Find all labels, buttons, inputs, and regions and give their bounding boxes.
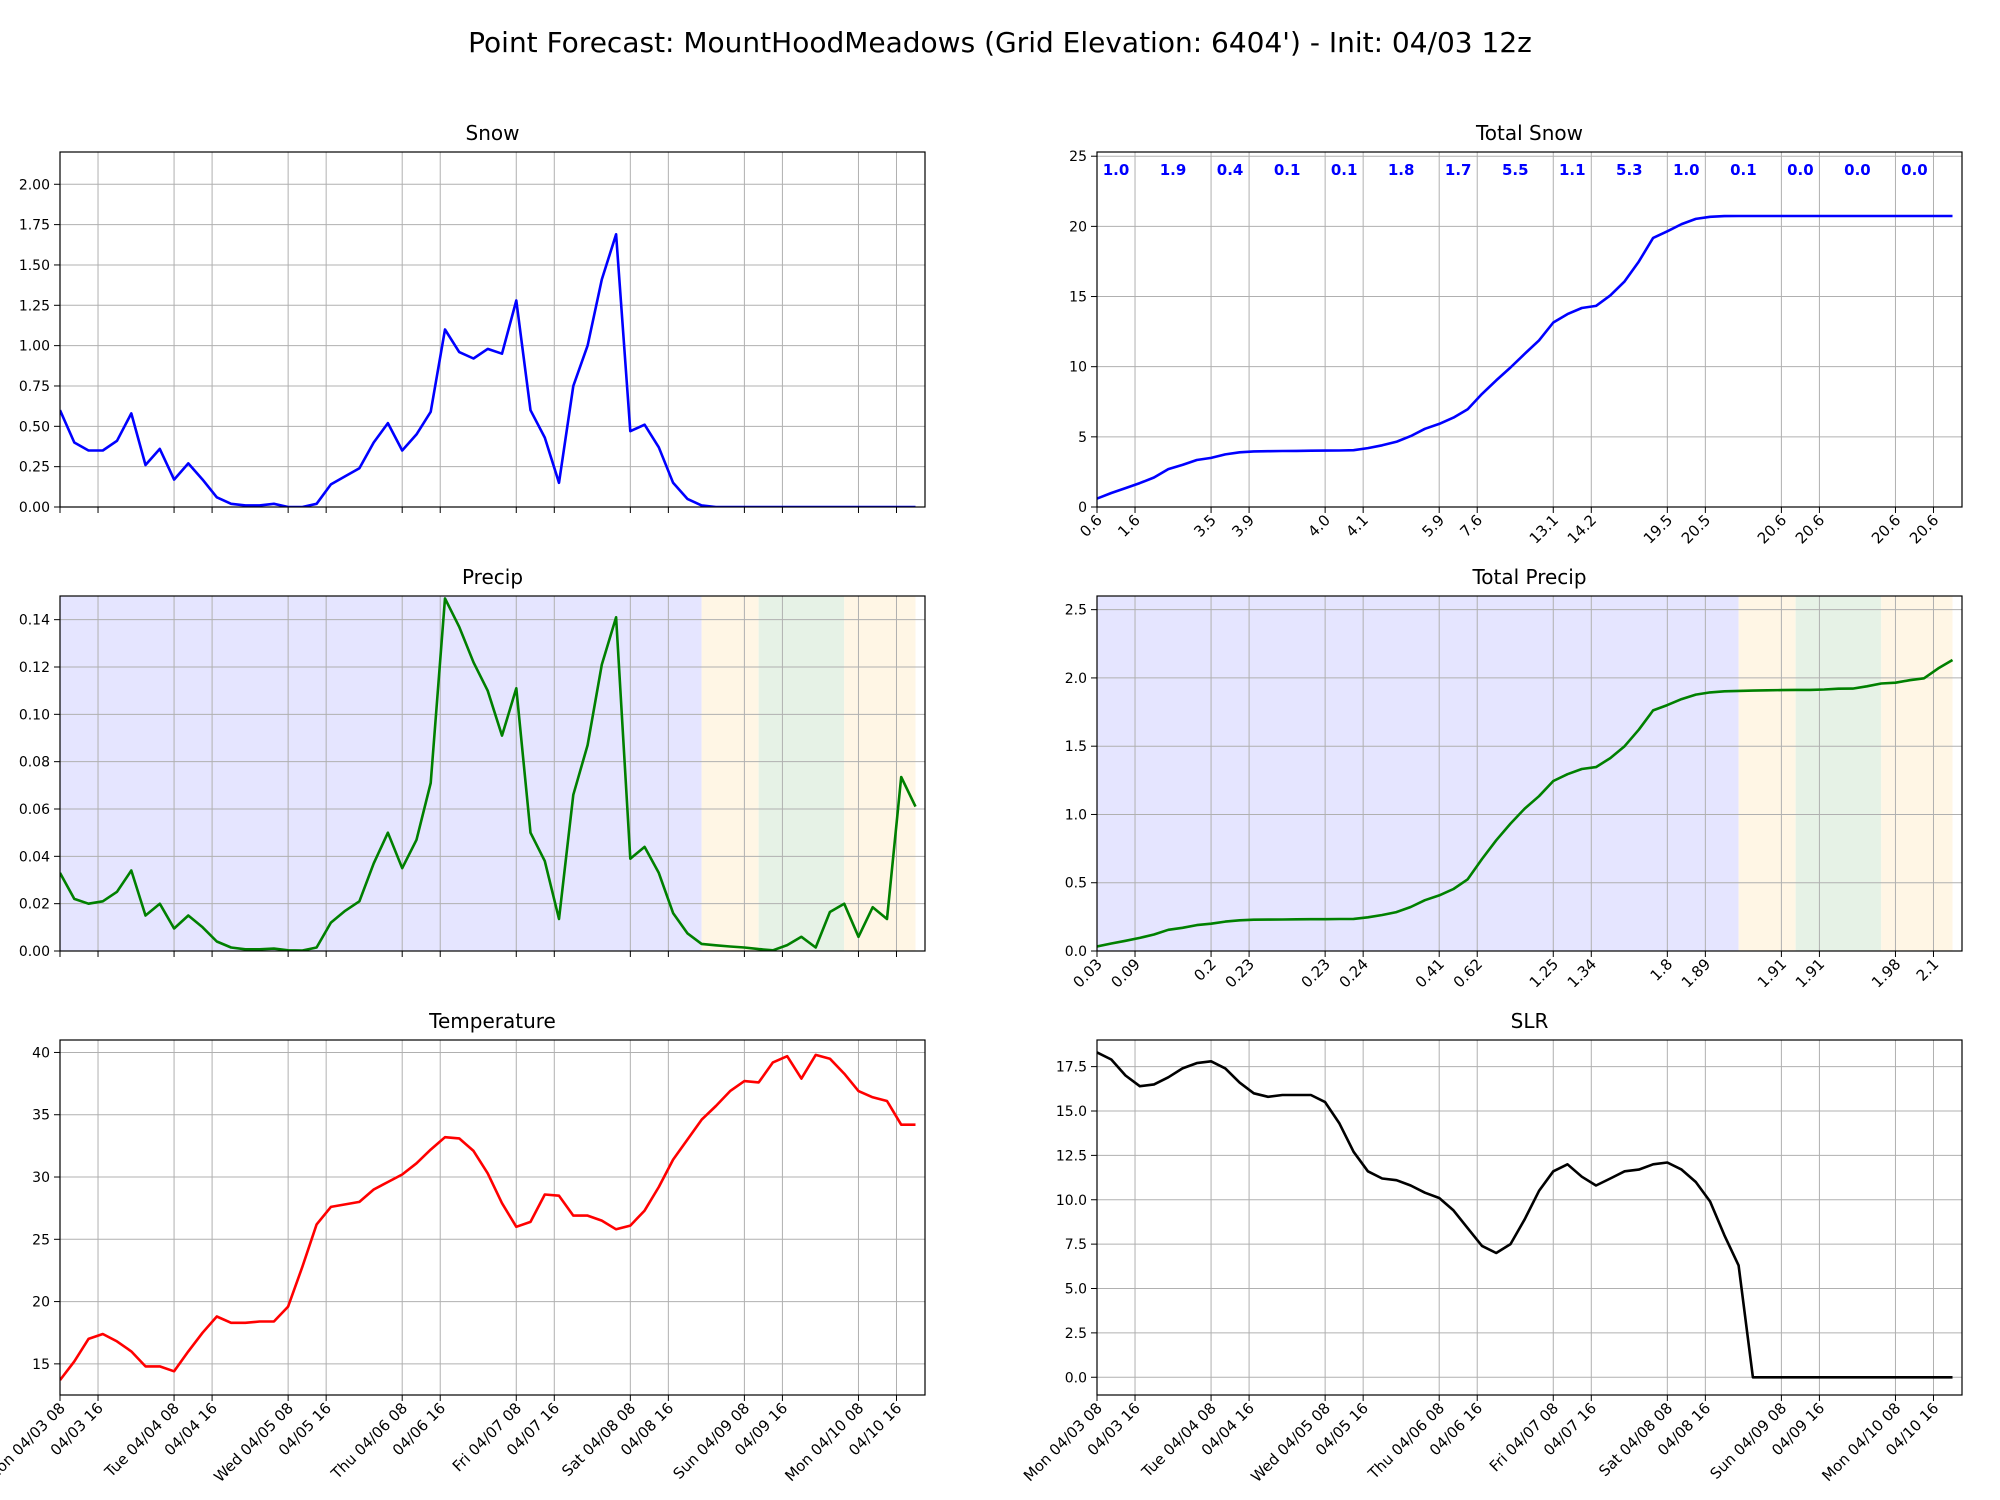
period-total-label: 1.7 <box>1445 161 1472 179</box>
y-tick-label: 12.5 <box>1056 1148 1087 1164</box>
y-tick-label: 5 <box>1078 430 1087 446</box>
y-tick-label: 10 <box>1069 360 1087 376</box>
period-total-label: 5.3 <box>1616 161 1643 179</box>
y-tick-label: 0.75 <box>19 379 50 395</box>
period-total-label: 0.4 <box>1217 161 1244 179</box>
y-tick-label: 15 <box>1069 290 1087 306</box>
y-tick-label: 2.00 <box>19 177 50 193</box>
y-tick-label: 1.50 <box>19 258 50 274</box>
y-tick-label: 0.14 <box>19 613 50 629</box>
axes-frame <box>1096 151 1963 508</box>
band-snow <box>60 596 702 951</box>
y-tick-label: 0.25 <box>19 460 50 476</box>
band-mix <box>1738 596 1796 951</box>
panel-title: SLR <box>1511 1009 1549 1033</box>
period-total-label: 1.0 <box>1673 161 1700 179</box>
figure-title: Point Forecast: MountHoodMeadows (Grid E… <box>468 26 1532 59</box>
period-total-label: 0.0 <box>1787 161 1814 179</box>
y-tick-label: 10.0 <box>1056 1193 1087 1209</box>
y-tick-label: 0.0 <box>1065 1370 1087 1386</box>
band-mix <box>701 596 759 951</box>
y-tick-label: 20 <box>32 1295 50 1311</box>
panel-snow: 0.00 0.25 0.50 0.75 1.00 1.25 1.50 1.75 2.00 Snow <box>19 121 926 516</box>
y-tick-label: 0.0 <box>1065 944 1087 960</box>
y-tick-label: 1.5 <box>1065 739 1087 755</box>
series-line-slr <box>1097 1051 1953 1379</box>
panel-title: Total Snow <box>1475 121 1583 145</box>
panel-title: Temperature <box>428 1009 556 1033</box>
y-tick-label: 5.0 <box>1065 1282 1087 1298</box>
y-tick-label: 0.02 <box>19 897 50 913</box>
y-tick-label: 25 <box>32 1232 50 1248</box>
band-snow <box>1097 596 1739 951</box>
period-total-label: 0.0 <box>1844 161 1871 179</box>
y-tick-label: 0.12 <box>19 660 50 676</box>
y-tick-label: 0.10 <box>19 707 50 723</box>
band-mix <box>844 596 916 951</box>
y-tick-label: 20 <box>1069 219 1087 235</box>
axes-frame <box>59 1039 926 1396</box>
y-tick-label: 0.00 <box>19 944 50 960</box>
period-total-label: 0.1 <box>1730 161 1757 179</box>
y-tick-label: 15 <box>32 1357 50 1373</box>
y-tick-label: 0.00 <box>19 500 50 516</box>
y-tick-label: 40 <box>32 1045 50 1061</box>
period-total-label: 1.8 <box>1388 161 1415 179</box>
y-tick-label: 1.00 <box>19 339 50 355</box>
period-total-label: 5.5 <box>1502 161 1529 179</box>
axes-frame <box>1096 1039 1963 1396</box>
band-rain <box>1795 596 1882 951</box>
axes-frame <box>59 595 926 952</box>
period-total-label: 1.9 <box>1160 161 1187 179</box>
y-tick-label: 2.5 <box>1065 603 1087 619</box>
period-total-label: 0.0 <box>1901 161 1928 179</box>
panel-title: Total Precip <box>1471 565 1586 589</box>
panel-total-precip: 0.00.51.01.52.02.50.03 0.09 0.2 0.23 0.23 0.2… <box>1065 565 1963 991</box>
chart-panels: 0.000.250.500.751.001.251.501.752.00Snow… <box>0 121 1963 1486</box>
period-total-label: 1.1 <box>1559 161 1586 179</box>
series-line-total-snow <box>1097 214 1953 500</box>
y-tick-label: 2.0 <box>1065 671 1087 687</box>
panel-title: Precip <box>462 565 523 589</box>
y-tick-label: 15.0 <box>1056 1104 1087 1120</box>
period-total-label: 1.0 <box>1103 161 1130 179</box>
y-tick-label: 1.75 <box>19 218 50 234</box>
panel-precip: 0.00 0.02 0.04 0.06 0.08 0.10 0.12 0.14 Precip <box>19 565 926 960</box>
y-tick-label: 0.50 <box>19 419 50 435</box>
y-tick-label: 0.04 <box>19 849 50 865</box>
y-tick-label: 0.08 <box>19 755 50 771</box>
y-tick-label: 7.5 <box>1065 1237 1087 1253</box>
y-tick-label: 0.06 <box>19 802 50 818</box>
series-line-total-precip <box>1097 658 1954 948</box>
series-line-temperature <box>60 1053 916 1381</box>
band-mix <box>1881 596 1953 951</box>
y-tick-label: 17.5 <box>1056 1060 1087 1076</box>
series-line-precip <box>60 597 917 951</box>
y-tick-label: 1.25 <box>19 298 50 314</box>
y-tick-label: 1.0 <box>1065 807 1087 823</box>
period-total-label: 0.1 <box>1331 161 1358 179</box>
band-rain <box>758 596 845 951</box>
axes-frame <box>1096 595 1963 952</box>
y-tick-label: 30 <box>32 1170 50 1186</box>
y-tick-label: 0.5 <box>1065 876 1087 892</box>
axes-frame <box>59 151 926 508</box>
panel-title: Snow <box>466 121 520 145</box>
y-tick-label: 0 <box>1078 500 1087 516</box>
period-total-label: 0.1 <box>1274 161 1301 179</box>
y-tick-label: 35 <box>32 1108 50 1124</box>
y-tick-label: 2.5 <box>1065 1326 1087 1342</box>
y-tick-label: 25 <box>1069 149 1087 165</box>
series-line-snow <box>60 233 916 507</box>
